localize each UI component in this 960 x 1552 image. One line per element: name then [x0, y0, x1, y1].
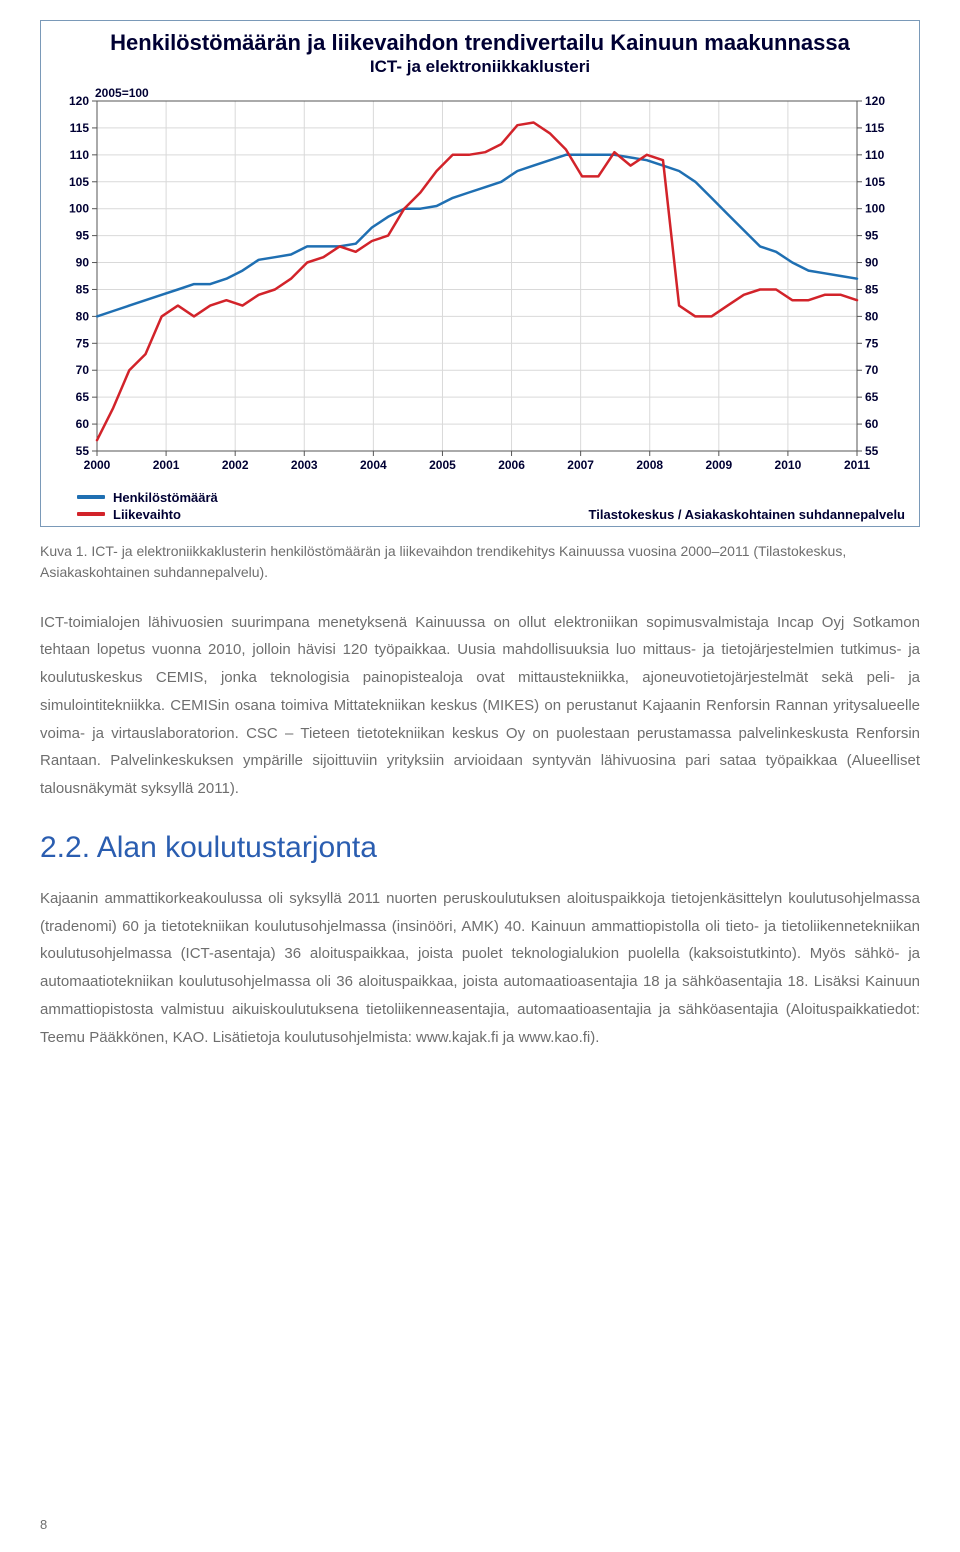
svg-text:115: 115 [70, 120, 90, 134]
svg-text:80: 80 [76, 309, 90, 323]
svg-text:2004: 2004 [360, 458, 387, 472]
legend: Henkilöstömäärä Liikevaihto [77, 490, 218, 522]
svg-text:2009: 2009 [705, 458, 732, 472]
svg-text:85: 85 [865, 282, 879, 296]
svg-text:65: 65 [865, 390, 879, 404]
svg-text:2008: 2008 [636, 458, 663, 472]
chart-source: Tilastokeskus / Asiakaskohtainen suhdann… [589, 507, 905, 522]
svg-text:80: 80 [865, 309, 879, 323]
svg-text:95: 95 [76, 228, 90, 242]
svg-text:2005: 2005 [429, 458, 456, 472]
svg-text:60: 60 [76, 417, 90, 431]
svg-text:100: 100 [69, 201, 89, 215]
chart-subtitle: ICT- ja elektroniikkaklusteri [47, 57, 913, 77]
svg-text:60: 60 [865, 417, 879, 431]
svg-text:2001: 2001 [153, 458, 180, 472]
svg-text:105: 105 [69, 174, 89, 188]
svg-text:55: 55 [76, 444, 90, 458]
svg-text:75: 75 [865, 336, 879, 350]
svg-text:55: 55 [865, 444, 879, 458]
svg-text:2000: 2000 [84, 458, 111, 472]
svg-text:90: 90 [865, 255, 879, 269]
legend-swatch [77, 495, 105, 499]
svg-text:2010: 2010 [775, 458, 802, 472]
body-paragraph: Kajaanin ammattikorkeakoulussa oli syksy… [40, 885, 920, 1052]
svg-text:2005=100: 2005=100 [95, 86, 149, 100]
legend-item: Liikevaihto [77, 507, 218, 522]
svg-text:2002: 2002 [222, 458, 249, 472]
svg-text:105: 105 [865, 174, 885, 188]
chart-container: Henkilöstömäärän ja liikevaihdon trendiv… [40, 20, 920, 527]
svg-text:2011: 2011 [844, 458, 870, 472]
legend-item: Henkilöstömäärä [77, 490, 218, 505]
svg-text:90: 90 [76, 255, 90, 269]
page-number: 8 [40, 1517, 47, 1532]
svg-text:120: 120 [69, 94, 89, 108]
chart-footer: Henkilöstömäärä Liikevaihto Tilastokesku… [47, 486, 913, 522]
svg-text:100: 100 [865, 201, 885, 215]
svg-text:115: 115 [865, 120, 885, 134]
svg-text:110: 110 [70, 147, 90, 161]
svg-text:120: 120 [865, 94, 885, 108]
svg-text:2003: 2003 [291, 458, 318, 472]
section-number: 2.2. [40, 831, 90, 864]
legend-label: Henkilöstömäärä [113, 490, 218, 505]
svg-text:70: 70 [865, 363, 879, 377]
svg-text:2007: 2007 [567, 458, 594, 472]
line-chart: 2005=100 55 55 60 60 65 65 70 70 75 75 80 80 85 85 90 90… [47, 83, 907, 481]
svg-text:95: 95 [865, 228, 879, 242]
svg-text:70: 70 [76, 363, 90, 377]
svg-text:110: 110 [865, 147, 885, 161]
svg-text:65: 65 [76, 390, 90, 404]
body-paragraph: ICT-toimialojen lähivuosien suurimpana m… [40, 609, 920, 803]
figure-caption: Kuva 1. ICT- ja elektroniikkaklusterin h… [40, 541, 920, 583]
legend-swatch [77, 512, 105, 516]
section-heading: 2.2. Alan koulutustarjonta [40, 831, 920, 865]
svg-text:75: 75 [76, 336, 90, 350]
legend-label: Liikevaihto [113, 507, 181, 522]
chart-title: Henkilöstömäärän ja liikevaihdon trendiv… [47, 29, 913, 57]
svg-text:2006: 2006 [498, 458, 525, 472]
svg-text:85: 85 [76, 282, 90, 296]
section-title: Alan koulutustarjonta [97, 831, 377, 864]
